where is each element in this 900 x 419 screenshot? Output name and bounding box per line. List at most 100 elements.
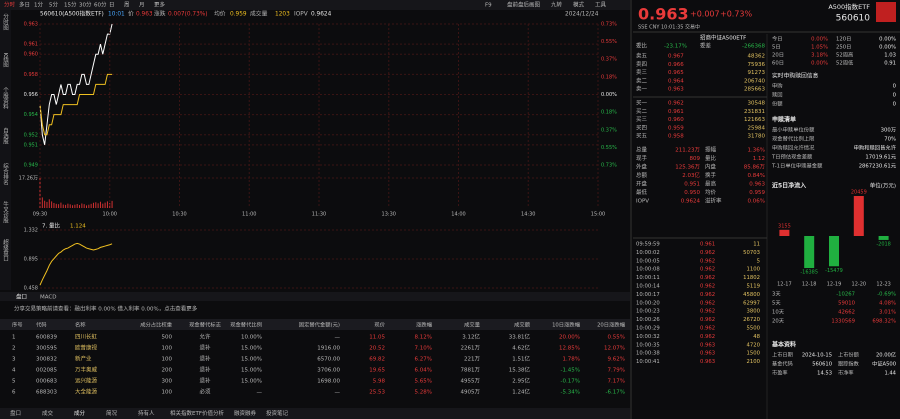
tick-price: 0.962 — [700, 326, 715, 332]
info-text: 均价 — [214, 10, 226, 18]
tick-volume: 62997 — [743, 300, 760, 306]
stat-value: 1.36% — [748, 148, 765, 154]
menu-tab[interactable]: 30分 — [79, 1, 92, 9]
y-tick-label: 0.458 — [24, 286, 38, 292]
x-tick-label: 14:00 — [451, 212, 465, 218]
stat-label: 总量 — [636, 146, 648, 154]
bottom-tab[interactable]: 价值分析 — [202, 409, 225, 417]
tab[interactable]: MACD — [40, 295, 57, 301]
menu-item[interactable]: 九转 — [551, 1, 563, 9]
menu-tab[interactable]: 月 — [139, 2, 145, 9]
ob-label: 卖三 — [636, 69, 648, 76]
table-cell: 15.38亿 — [509, 366, 531, 374]
side-tab[interactable]: 自选股 — [2, 127, 9, 146]
table-cell: 4955万 — [461, 378, 481, 385]
side-bar — [0, 10, 11, 290]
table-cell: 100 — [162, 346, 173, 352]
volume-bar — [44, 200, 46, 208]
flow-label: 5天 — [772, 300, 781, 307]
table-cell: 300832 — [36, 357, 57, 363]
ob-label: 卖五 — [636, 53, 648, 60]
bottom-tab[interactable]: 盘口 — [10, 409, 21, 417]
tick-volume: 3800 — [747, 309, 761, 315]
table-cell: 33.81亿 — [509, 333, 531, 341]
tab[interactable]: 盘口 — [16, 293, 27, 301]
bottom-tab[interactable]: 相关指数ETF — [170, 409, 202, 417]
table-cell: 4 — [12, 368, 16, 374]
info-text: 10:01 — [108, 12, 125, 18]
tick-volume: 11 — [753, 242, 760, 248]
table-header: 涨跌幅 — [416, 321, 433, 329]
table-cell: 0.55% — [608, 335, 625, 341]
stat-label: 量比 — [705, 154, 717, 162]
side-tab[interactable]: 个股资料 — [2, 87, 9, 111]
stat-value: 0.951 — [684, 182, 700, 188]
bottom-tab[interactable]: 持有人 — [138, 409, 155, 417]
menu-tab[interactable]: 日 — [109, 2, 115, 9]
bottom-tab[interactable]: 成交 — [42, 409, 54, 417]
bottom-tab[interactable]: 简况 — [106, 409, 118, 417]
stat-value: 0.84% — [748, 173, 765, 179]
return-value: 0.00% — [879, 45, 896, 51]
flow-label: 20天 — [772, 318, 785, 325]
x-tick-label: 12-17 — [777, 282, 792, 288]
volume-bar — [58, 204, 60, 208]
table-header: 现金替代比例 — [230, 321, 262, 329]
bottom-tab[interactable]: 成分 — [74, 409, 86, 417]
menu-item[interactable]: 盘前盘后 — [507, 1, 530, 9]
tick-time: 10:00:23 — [636, 309, 660, 315]
menu-tab[interactable]: 分时 — [4, 1, 16, 9]
menu-tab[interactable]: 更多 — [154, 1, 166, 9]
favorite-button[interactable] — [876, 2, 896, 22]
return-label: 52周高 — [836, 51, 853, 59]
ob-price: 0.964 — [668, 78, 684, 84]
menu-item[interactable]: 画图 — [529, 1, 541, 9]
bottom-tab[interactable]: 投资笔记 — [266, 409, 289, 417]
menu-item[interactable]: F9 — [485, 3, 492, 9]
table-cell: 1916.00 — [317, 346, 340, 352]
ob-volume: 31780 — [748, 134, 766, 140]
info-text: 涨跌 — [154, 10, 166, 18]
side-tab[interactable]: 牛叉诊股 — [2, 200, 9, 225]
row-label: T日预估现金差额 — [771, 153, 813, 161]
side-tab[interactable]: K线图 — [2, 53, 9, 69]
ob-volume: 30548 — [748, 101, 766, 107]
tick-time: 10:00:32 — [636, 334, 660, 340]
tick-price: 0.962 — [700, 275, 715, 281]
menu-tab[interactable]: 1分 — [34, 1, 43, 9]
bottom-tab[interactable]: 融资融券 — [234, 409, 257, 417]
basic-value: 2024-10-15 — [802, 353, 832, 359]
side-tab[interactable]: 超级盘口 — [2, 238, 9, 263]
menu-item[interactable]: 模式 — [573, 1, 585, 9]
tick-price: 0.963 — [700, 342, 715, 348]
menu-tab[interactable]: 60分 — [94, 1, 107, 9]
y2-tick-label: 0.18% — [601, 75, 617, 81]
y-tick-label: 0.960 — [24, 52, 38, 58]
tick-time: 10:00:29 — [636, 326, 660, 332]
quote-status: SSE CNY 10:01:35 交易中 — [638, 24, 700, 31]
basic-label: 跟踪指数 — [838, 360, 860, 368]
basic-value: 14.53 — [817, 371, 832, 377]
ob-price: 0.966 — [668, 62, 684, 68]
menu-tab[interactable]: 15分 — [64, 1, 77, 9]
ob-price: 0.958 — [668, 134, 684, 140]
return-value: 1.03 — [884, 53, 896, 59]
volume-bar — [99, 201, 101, 208]
table-cell: 退补 — [199, 355, 211, 363]
side-tab[interactable]: 分时图 — [2, 13, 9, 32]
tick-time: 10:00:02 — [636, 250, 660, 256]
basic-value: 560610 — [812, 362, 832, 368]
table-cell: 688303 — [36, 390, 57, 396]
menu-tab[interactable]: 多日 — [19, 1, 30, 9]
flow-pct: 4.08% — [879, 301, 896, 307]
ob-volume: 206740 — [744, 78, 765, 84]
menu-item[interactable]: 工具 — [595, 2, 607, 9]
menu-tab[interactable]: 周 — [124, 2, 130, 9]
table-cell: 允许 — [199, 333, 211, 341]
y2-tick-label: 0.73% — [601, 163, 617, 169]
side-tab[interactable]: 综合排名 — [2, 162, 9, 187]
flow-pct: 698.32% — [872, 319, 896, 325]
flow-value: 42662 — [838, 310, 855, 316]
menu-tab[interactable]: 5分 — [49, 1, 58, 9]
tick-volume: 4720 — [747, 342, 761, 348]
